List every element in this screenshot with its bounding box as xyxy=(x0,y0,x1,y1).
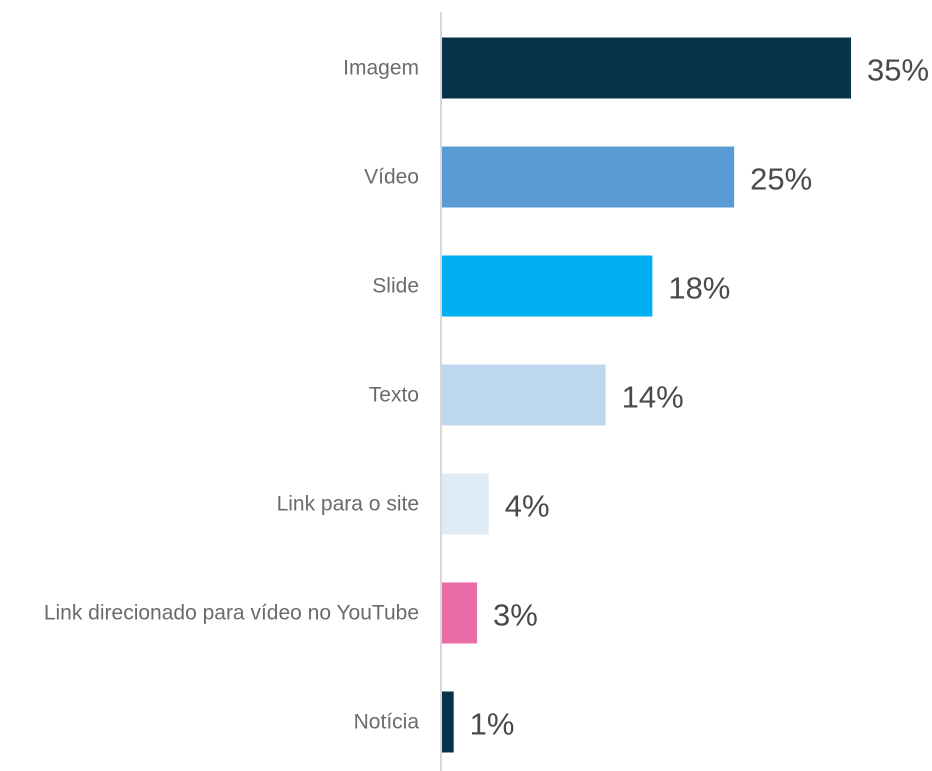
bar xyxy=(442,37,851,99)
bar xyxy=(442,255,653,317)
category-label: Texto xyxy=(369,384,419,407)
bar xyxy=(442,146,735,208)
value-label: 14% xyxy=(622,380,684,415)
value-label: 4% xyxy=(505,489,550,524)
bar xyxy=(442,364,606,426)
category-label: Slide xyxy=(372,275,419,298)
value-label: 1% xyxy=(470,707,515,742)
bar xyxy=(442,691,454,753)
bars-layer xyxy=(442,37,851,753)
value-label: 35% xyxy=(867,53,929,88)
labels-layer: Imagem 35% Vídeo 25% Slide 18% Texto 14% Link pa… xyxy=(44,53,929,742)
value-label: 25% xyxy=(750,162,812,197)
category-label: Notícia xyxy=(354,711,420,734)
category-label: Imagem xyxy=(343,57,419,80)
value-label: 18% xyxy=(668,271,730,306)
value-label: 3% xyxy=(493,598,538,633)
category-label: Vídeo xyxy=(364,166,419,189)
bar xyxy=(442,473,489,535)
category-label: Link para o site xyxy=(277,493,419,516)
bar xyxy=(442,582,478,644)
category-label: Link direcionado para vídeo no YouTube xyxy=(44,602,419,625)
